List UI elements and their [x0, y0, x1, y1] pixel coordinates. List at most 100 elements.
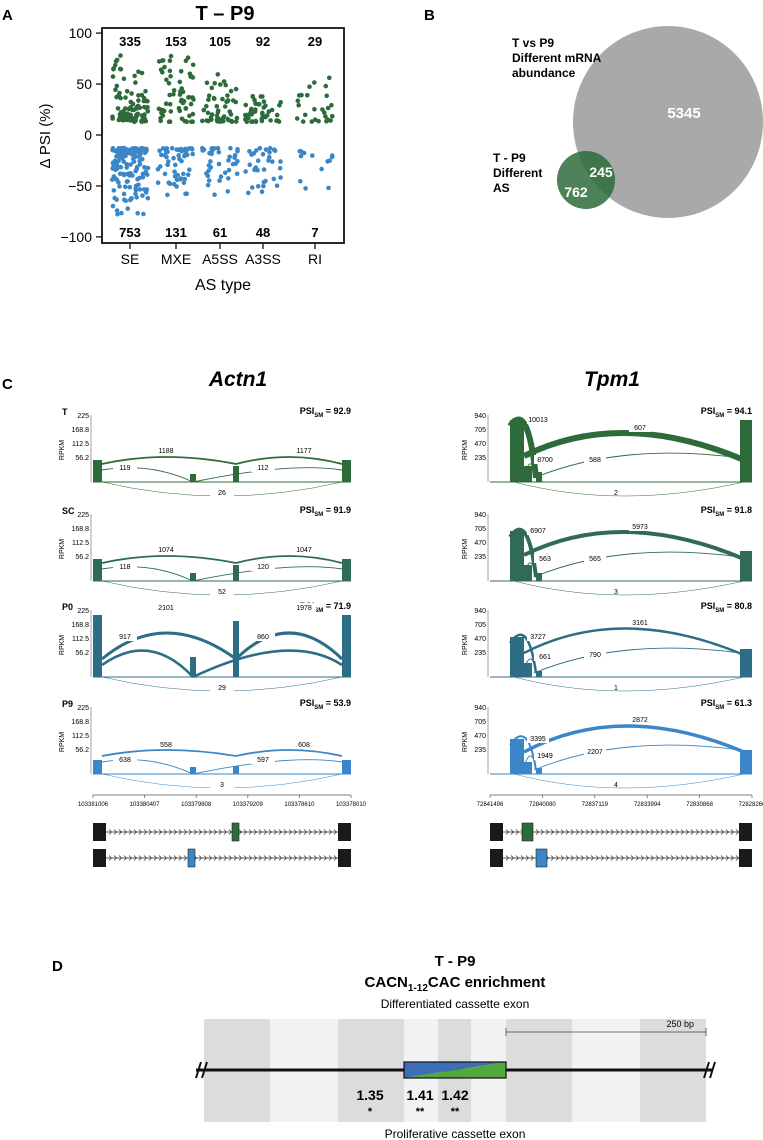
- a-point-down: [249, 152, 254, 157]
- a-point-up: [327, 75, 332, 81]
- track-ytick: 112.5: [72, 636, 89, 643]
- track-ytick: 705: [474, 622, 486, 629]
- a-point-up: [143, 88, 148, 94]
- a-point-down: [274, 183, 280, 188]
- a-point-down: [226, 158, 231, 163]
- a-point-up: [178, 69, 184, 74]
- track-ylabel: RPKM: [59, 539, 66, 559]
- exon-coverage: [93, 615, 102, 677]
- a-point-down: [110, 146, 116, 151]
- a-point-down: [270, 159, 275, 164]
- a-point-down: [226, 176, 231, 181]
- panel-a-letter: A: [2, 7, 13, 24]
- a-point-down: [263, 147, 269, 152]
- exon-coverage: [342, 760, 351, 774]
- a-point-up: [132, 73, 137, 79]
- a-point-down: [298, 153, 304, 159]
- a-point-down: [261, 183, 266, 189]
- a-point-down: [257, 145, 263, 151]
- a-point-up: [136, 98, 141, 103]
- track-ytick: 705: [474, 526, 486, 533]
- a-point-down: [139, 156, 145, 162]
- a-point-up: [258, 94, 264, 99]
- a-point-down: [155, 180, 161, 185]
- track-ytick: 235: [474, 455, 486, 462]
- a-point-up: [163, 101, 169, 106]
- a-point-up: [324, 93, 330, 99]
- a-point-up: [142, 112, 147, 117]
- a-point-down: [145, 195, 151, 201]
- a-point-up: [190, 75, 196, 80]
- track-ytick: 112.5: [72, 540, 89, 547]
- enrichment-values: 1.35 * 1.41 ** 1.42 **: [356, 1087, 468, 1118]
- a-point-up: [205, 110, 211, 116]
- a-point-down: [119, 145, 125, 151]
- track-ytick: 235: [474, 747, 486, 754]
- a-point-up: [113, 87, 118, 93]
- a-point-up: [253, 119, 259, 124]
- junction-count: 120: [257, 564, 269, 571]
- a-point-up: [171, 88, 177, 93]
- subtitle-post: CAC enrichment: [428, 974, 546, 991]
- a-point-down: [159, 152, 164, 158]
- a-point-up: [168, 74, 173, 79]
- a-point-up: [133, 80, 138, 85]
- track-ytick: 168.8: [71, 427, 89, 434]
- a-point-down: [184, 191, 189, 196]
- a-point-up: [129, 91, 134, 96]
- junction-count: 2207: [587, 749, 603, 756]
- a-point-up: [206, 97, 211, 102]
- a-point-down: [246, 190, 251, 196]
- a-point-down: [255, 184, 261, 189]
- junction-count: 860: [257, 634, 269, 641]
- a-point-up: [177, 92, 183, 97]
- a-point-down: [125, 171, 131, 177]
- cassette-exon-block: [535, 848, 548, 868]
- psi-label: PSISM = 94.1: [701, 406, 752, 419]
- track-ytick: 470: [474, 636, 486, 643]
- a-point-down: [125, 179, 130, 184]
- a-point-down: [127, 150, 132, 156]
- track-ytick: 470: [474, 441, 486, 448]
- a-point-down: [171, 155, 176, 161]
- junction-count: 10013: [528, 417, 548, 424]
- a-point-down: [142, 165, 147, 170]
- track-label: T: [62, 407, 68, 417]
- a-point-down: [116, 158, 121, 164]
- a-point-down: [155, 166, 161, 172]
- a-point-down: [133, 183, 139, 189]
- a-point-down: [247, 149, 252, 154]
- sashimi-track-actn1-3: P0PSISM = 71.9225168.8112.556.2RPKM21011…: [59, 601, 351, 692]
- a-point-down: [132, 151, 137, 156]
- a-point-down: [267, 150, 272, 155]
- a-point-up: [312, 107, 317, 112]
- a-point-up: [215, 110, 221, 115]
- a-point-up: [220, 115, 226, 121]
- a-point-down: [129, 196, 134, 201]
- a-point-up: [124, 89, 130, 94]
- a-point-up: [233, 119, 239, 124]
- a-point-up: [177, 79, 183, 85]
- a-point-down: [208, 159, 213, 164]
- venn-mrna-abundance-circle: [573, 26, 763, 218]
- a-point-up: [206, 93, 212, 98]
- a-point-up: [217, 119, 223, 124]
- exon-coverage: [740, 420, 752, 482]
- a-point-down: [175, 172, 180, 178]
- a-point-up: [128, 112, 133, 118]
- sashimi-track-tpm1-2: PSISM = 91.8 940 705 470 235 RPKM 6907 563 5973 5…: [462, 505, 752, 596]
- a-point-up: [137, 105, 143, 110]
- gene-name-tpm1: Tpm1: [584, 368, 640, 391]
- a-point-down: [187, 167, 192, 172]
- track-ytick: 225: [77, 413, 89, 420]
- sashimi-track-tpm1-1: PSISM = 94.1 940 705 470 235 RPKM 10013 8700 607…: [462, 406, 752, 497]
- psi-label: PSISM = 53.9: [300, 698, 351, 711]
- a-point-down: [327, 158, 333, 163]
- exon-coverage: [233, 766, 239, 774]
- track-ytick: 940: [474, 705, 486, 712]
- a-point-down: [162, 171, 168, 177]
- enrichment-value: 1.41: [406, 1087, 433, 1103]
- exon-coverage: [524, 663, 532, 677]
- a-point-up: [190, 111, 196, 117]
